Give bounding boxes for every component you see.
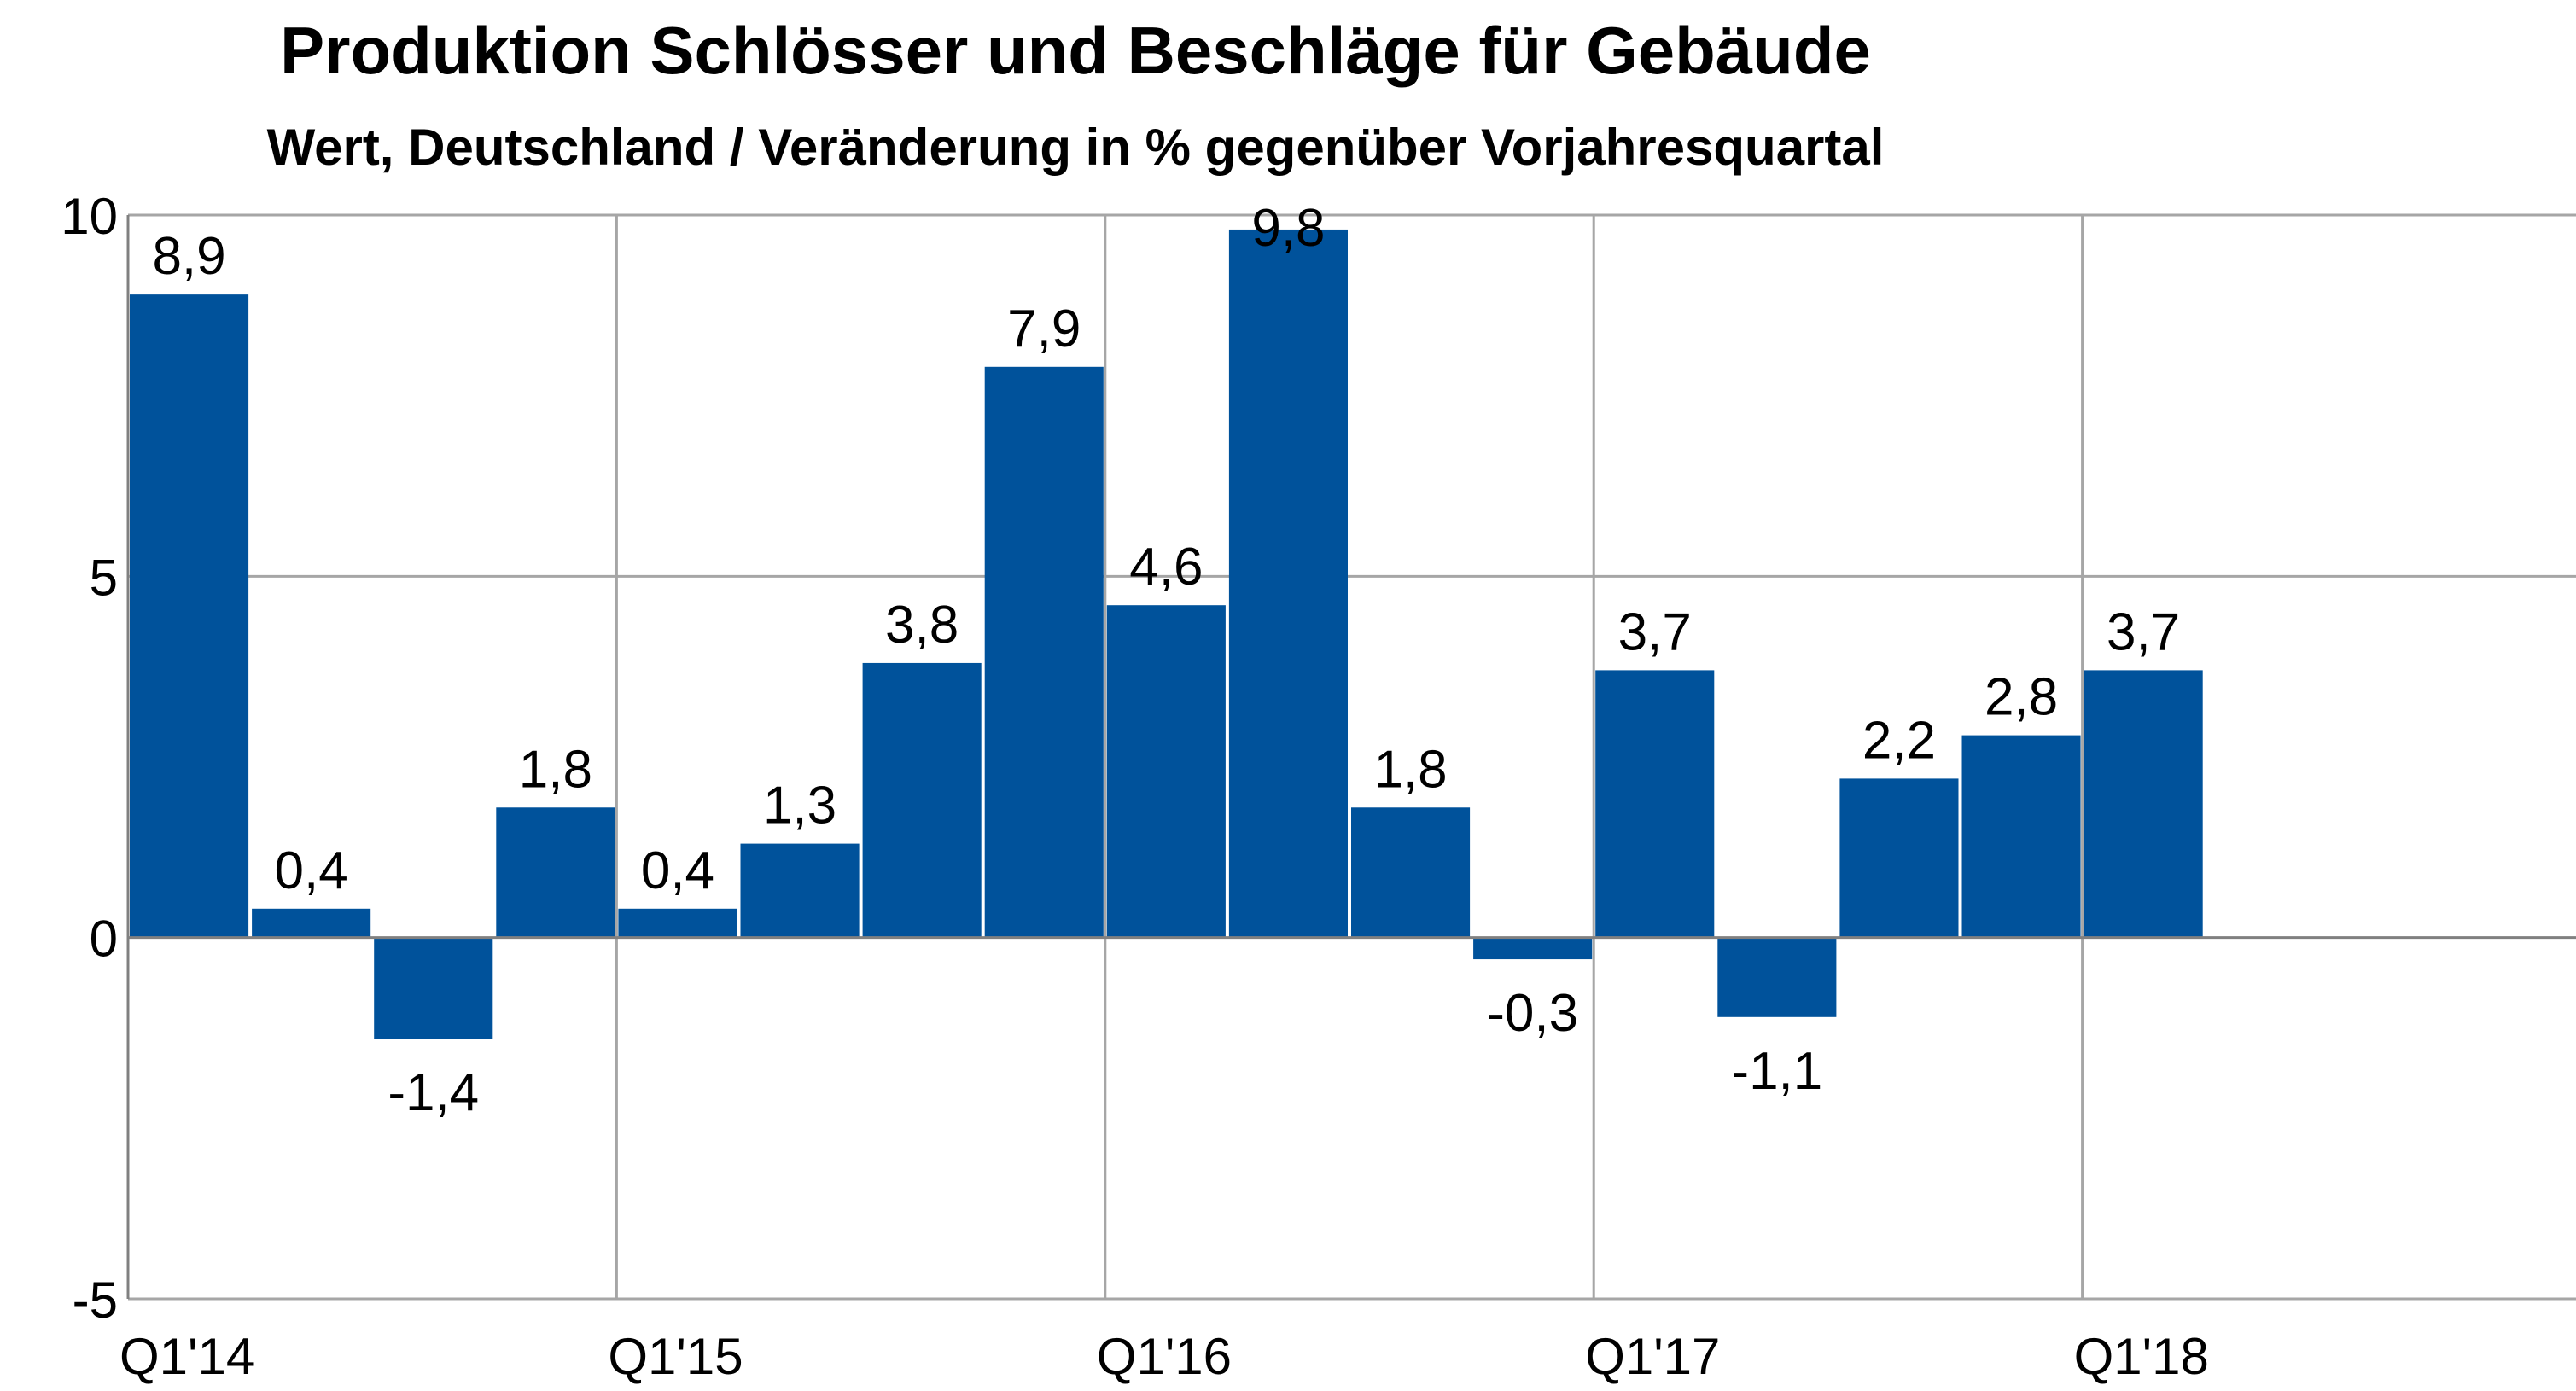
- data-label-10: 1,8: [1373, 740, 1447, 799]
- bar-10: [1351, 807, 1471, 938]
- bar-4: [618, 908, 737, 938]
- bar-8: [1106, 605, 1226, 938]
- data-label-15: 2,8: [1984, 668, 2058, 727]
- data-label-9: 9,8: [1251, 199, 1325, 258]
- data-label-3: 1,8: [519, 740, 592, 799]
- y-tick-label-0: -5: [73, 1272, 118, 1329]
- data-label-13: -1,1: [1731, 1042, 1822, 1101]
- chart-title: Produktion Schlösser und Beschläge für G…: [280, 13, 1871, 88]
- data-label-4: 0,4: [641, 841, 714, 900]
- chart-subtitle: Wert, Deutschland / Veränderung in % geg…: [266, 119, 1885, 176]
- bar-12: [1595, 670, 1715, 938]
- x-tick-label-2: Q1'16: [1097, 1328, 1232, 1385]
- bar-5: [740, 843, 860, 938]
- y-tick-label-3: 10: [61, 188, 118, 245]
- data-label-6: 3,8: [885, 596, 959, 655]
- x-tick-label-0: Q1'14: [119, 1328, 254, 1385]
- data-label-14: 2,2: [1862, 711, 1936, 770]
- bar-7: [984, 366, 1104, 938]
- bar-16: [2084, 670, 2203, 938]
- y-tick-label-1: 0: [90, 911, 118, 968]
- y-tick-label-2: 5: [90, 549, 118, 606]
- bar-6: [862, 662, 982, 938]
- bar-3: [496, 807, 615, 938]
- x-tick-label-1: Q1'15: [608, 1328, 743, 1385]
- data-label-5: 1,3: [763, 777, 836, 835]
- bar-9: [1228, 229, 1348, 938]
- data-label-0: 8,9: [152, 227, 225, 286]
- data-label-7: 7,9: [1007, 300, 1081, 358]
- bar-1: [252, 908, 371, 938]
- data-label-8: 4,6: [1129, 538, 1203, 597]
- x-tick-label-4: Q1'18: [2074, 1328, 2209, 1385]
- data-label-1: 0,4: [275, 841, 348, 900]
- x-tick-label-3: Q1'17: [1585, 1328, 1720, 1385]
- bar-11: [1473, 937, 1593, 960]
- bar-14: [1839, 778, 1959, 938]
- bar-2: [374, 937, 493, 1039]
- bar-15: [1961, 735, 2081, 938]
- data-label-16: 3,7: [2107, 602, 2180, 661]
- data-label-12: 3,7: [1618, 602, 1692, 661]
- bar-13: [1717, 937, 1837, 1017]
- data-label-2: -1,4: [388, 1063, 479, 1122]
- data-label-11: -0,3: [1487, 984, 1578, 1043]
- bar-0: [130, 294, 249, 938]
